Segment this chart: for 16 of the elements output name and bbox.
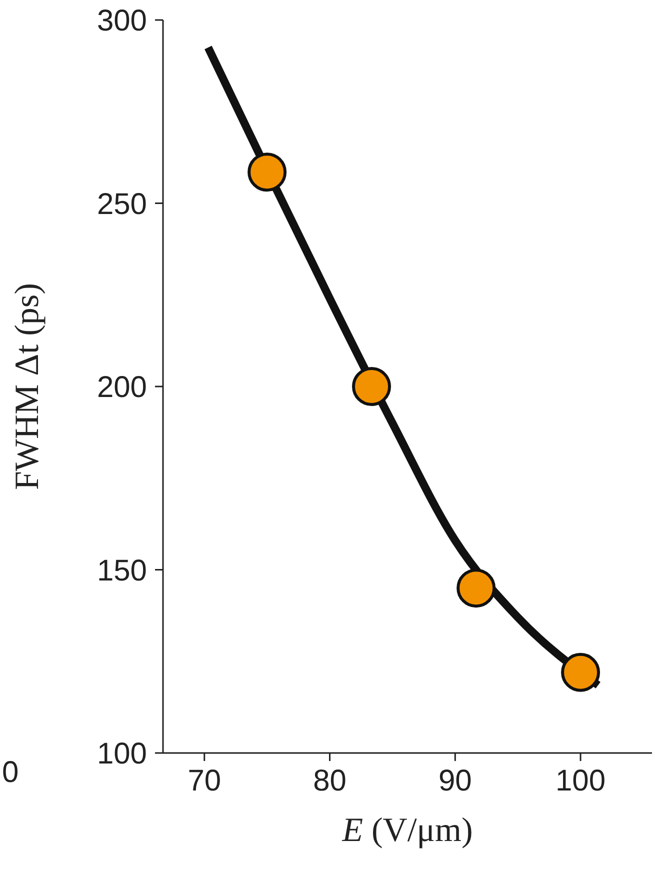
point	[352, 367, 392, 406]
y-tick-label: 150	[96, 554, 147, 588]
x-tick-label: 100	[556, 764, 606, 798]
y-tick-label: 100	[96, 738, 147, 771]
x-tick-label: 90	[438, 764, 472, 798]
text: 0	[2, 756, 19, 790]
y-tick-label: 200	[96, 371, 147, 404]
point	[561, 652, 600, 692]
y-axis-title: FWHM Δt (ps)	[9, 283, 46, 490]
point	[248, 152, 287, 192]
x-tick-label: 70	[188, 764, 222, 798]
point	[456, 568, 496, 608]
y-tick-label: 250	[96, 188, 147, 221]
y-tick-label: 300	[96, 4, 147, 38]
x-tick-label: 80	[313, 764, 346, 798]
x-axis-title: E (V/μm)	[341, 812, 473, 849]
